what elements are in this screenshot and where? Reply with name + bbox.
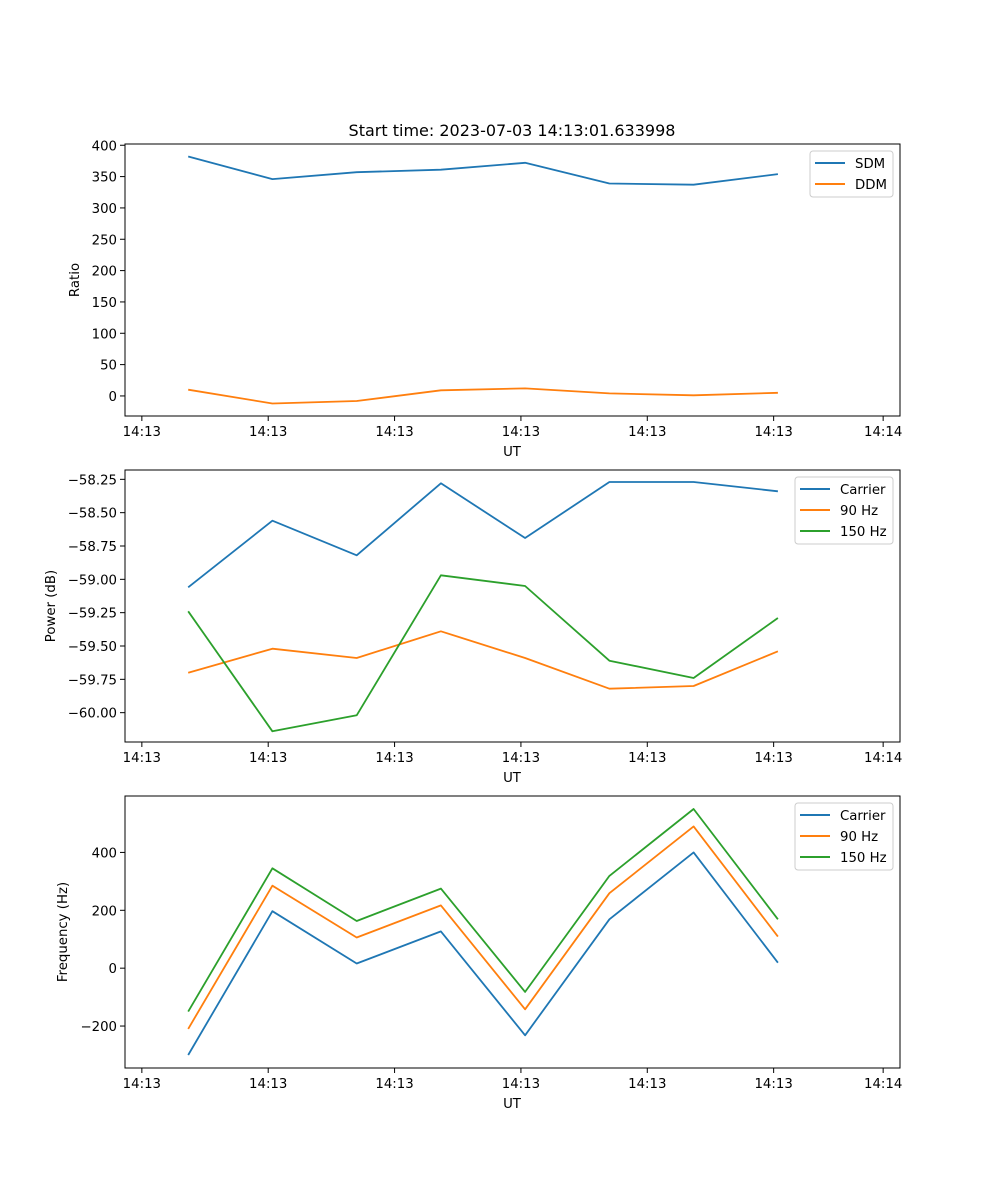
ratio-series-sdm-line [187, 155, 779, 186]
power-x-tick-label: 14:13 [249, 751, 287, 766]
legend-label-150hz: 150 Hz [840, 525, 887, 540]
frequency-x-axis-label: UT [503, 1097, 522, 1112]
ratio-y-tick-label: 0 [109, 390, 117, 405]
frequency-x-tick-label: 14:14 [864, 1077, 902, 1092]
power-plot-area: 14:13 14:13 14:13 14:13 14:13 14:13 14:14 −60.0… [68, 473, 903, 766]
chart-title: Start time: 2023-07-03 14:13:01.633998 [349, 121, 676, 140]
frequency-x-tick-label: 14:13 [502, 1077, 540, 1092]
ratio-series-ddm-line [188, 387, 778, 405]
frequency-y-tick-label: 400 [92, 846, 117, 861]
power-x-axis-label: UT [503, 771, 522, 786]
power-x-tick-label: 14:13 [628, 751, 666, 766]
frequency-x-tick-label: 14:13 [754, 1077, 792, 1092]
power-y-tick-label: −58.50 [68, 507, 117, 522]
frequency-legend-box [794, 802, 894, 871]
power-y-tick-label: −59.75 [68, 673, 117, 688]
ratio-y-axis-label: Ratio [68, 263, 83, 297]
ratio-y-tick-label: 150 [92, 296, 117, 311]
legend-label-90hz: 90 Hz [840, 830, 878, 845]
power-y-tick-label: −58.25 [68, 473, 117, 488]
power-panel: 14:13 14:13 14:13 14:13 14:13 14:13 14:14 −60.0… [44, 469, 903, 786]
ratio-y-tick-label: 100 [92, 327, 117, 342]
frequency-y-tick-label: 0 [109, 962, 117, 977]
frequency-y-tick-label: −200 [80, 1020, 117, 1035]
frequency-x-tick-label: 14:13 [628, 1077, 666, 1092]
ratio-y-tick-label: 400 [92, 139, 117, 154]
ratio-y-tick-label: 350 [92, 171, 117, 186]
legend-label-sdm: SDM [855, 157, 885, 172]
ratio-panel: Start time: 2023-07-03 14:13:01.633998 1… [68, 121, 902, 460]
power-y-tick-label: −59.50 [68, 640, 117, 655]
legend-label-ddm: DDM [855, 178, 887, 193]
ratio-y-tick-label: 300 [92, 202, 117, 217]
power-series-150hz-line [187, 574, 779, 733]
frequency-y-tick-label: 200 [92, 904, 117, 919]
ratio-y-tick-label: 200 [92, 265, 117, 280]
power-y-tick-label: −60.00 [68, 707, 117, 722]
power-series-90hz-line [187, 630, 779, 690]
power-y-tick-label: −58.75 [68, 540, 117, 555]
ratio-x-tick-label: 14:13 [249, 425, 287, 440]
power-legend: Carrier 90 Hz 150 Hz [794, 476, 894, 545]
legend-label-carrier: Carrier [840, 483, 886, 498]
ratio-x-tick-label: 14:13 [375, 425, 413, 440]
frequency-series-90hz-line [187, 825, 779, 1030]
power-legend-box [794, 476, 894, 545]
frequency-series-150hz-line [187, 808, 779, 1013]
ratio-y-tick-label: 250 [92, 233, 117, 248]
legend-label-150hz: 150 Hz [840, 851, 887, 866]
ratio-x-tick-label: 14:13 [123, 425, 161, 440]
frequency-x-tick-label: 14:13 [123, 1077, 161, 1092]
frequency-panel: 14:13 14:13 14:13 14:13 14:13 14:13 14:14 −200 0… [56, 795, 902, 1112]
ratio-x-axis-label: UT [503, 445, 522, 460]
frequency-legend: Carrier 90 Hz 150 Hz [794, 802, 894, 871]
ratio-x-tick-label: 14:14 [864, 425, 902, 440]
power-x-tick-label: 14:13 [375, 751, 413, 766]
ratio-x-tick-label: 14:13 [628, 425, 666, 440]
power-axes-frame [124, 469, 901, 743]
frequency-x-tick-label: 14:13 [249, 1077, 287, 1092]
power-y-tick-label: −59.00 [68, 573, 117, 588]
power-y-tick-label: −59.25 [68, 607, 117, 622]
frequency-y-axis-label: Frequency (Hz) [56, 882, 71, 982]
frequency-axes-frame [124, 795, 901, 1069]
ratio-y-tick-label: 50 [100, 359, 117, 374]
frequency-series-carrier-line [187, 851, 779, 1056]
legend-label-carrier: Carrier [840, 809, 886, 824]
ratio-axes-frame [124, 143, 901, 417]
ratio-legend: SDM DDM [809, 150, 894, 198]
frequency-x-tick-label: 14:13 [375, 1077, 413, 1092]
legend-label-90hz: 90 Hz [840, 504, 878, 519]
frequency-plot-area: 14:13 14:13 14:13 14:13 14:13 14:13 14:14 −200 0… [80, 808, 902, 1092]
power-x-tick-label: 14:13 [123, 751, 161, 766]
ratio-plot-area: 14:13 14:13 14:13 14:13 14:13 14:13 14:14 0 50 10… [92, 139, 903, 440]
power-x-tick-label: 14:13 [754, 751, 792, 766]
power-series-carrier-line [187, 481, 778, 589]
ratio-x-tick-label: 14:13 [754, 425, 792, 440]
ratio-x-tick-label: 14:13 [502, 425, 540, 440]
power-x-tick-label: 14:14 [864, 751, 902, 766]
power-y-axis-label: Power (dB) [44, 570, 59, 642]
power-x-tick-label: 14:13 [502, 751, 540, 766]
